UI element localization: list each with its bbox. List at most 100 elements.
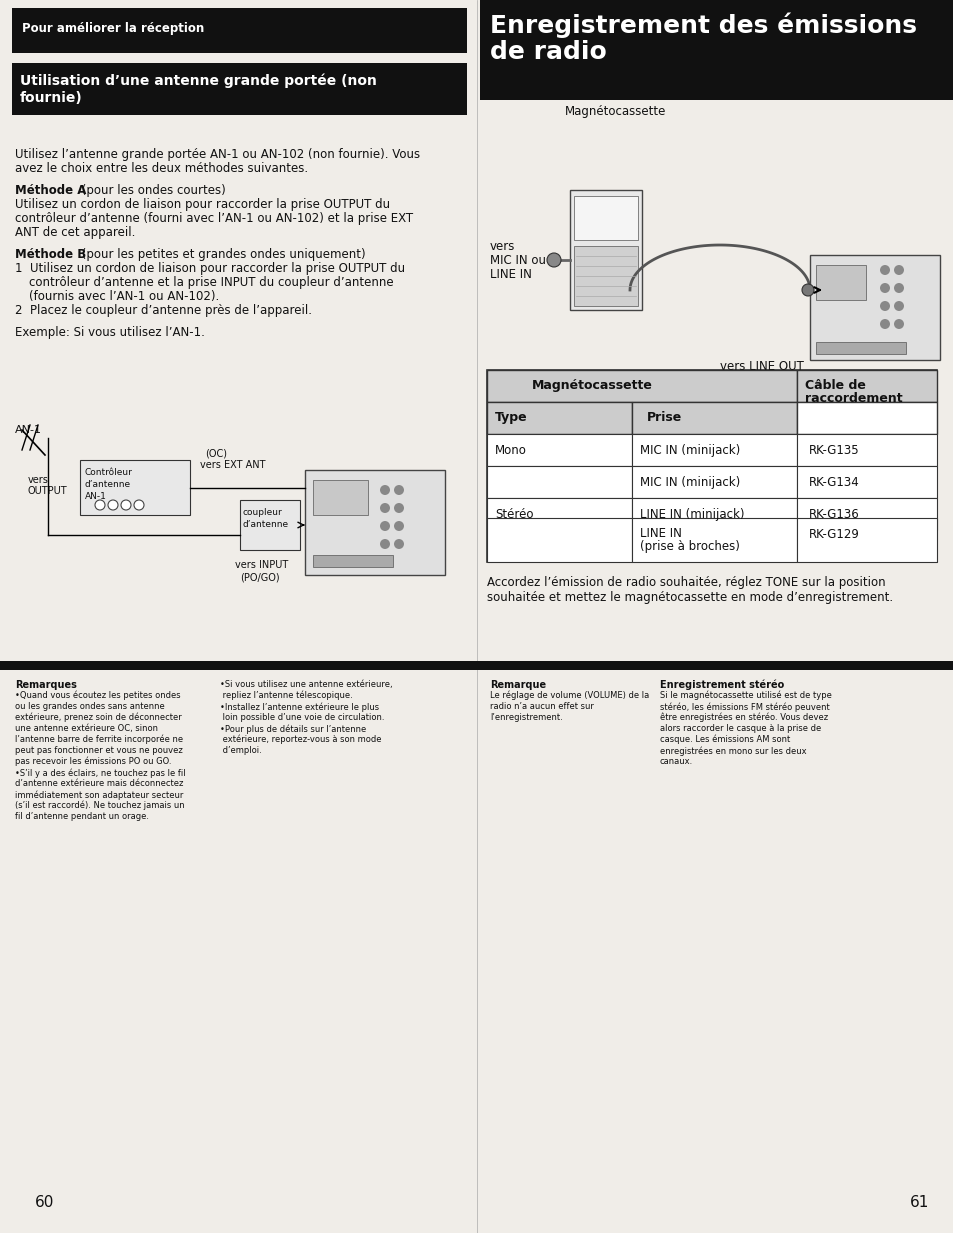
- Bar: [574, 247, 638, 306]
- Circle shape: [893, 265, 903, 275]
- Text: l’enregistrement.: l’enregistrement.: [490, 713, 562, 723]
- Text: MIC IN (minijack): MIC IN (minijack): [639, 476, 740, 490]
- Text: (pour les petites et grandes ondes uniquement): (pour les petites et grandes ondes uniqu…: [78, 248, 365, 261]
- Circle shape: [394, 503, 403, 513]
- Circle shape: [394, 522, 403, 531]
- Text: AN-1: AN-1: [15, 425, 42, 435]
- Text: Type: Type: [495, 411, 527, 424]
- Text: ANT de cet appareil.: ANT de cet appareil.: [15, 226, 135, 239]
- Text: pas recevoir les émissions PO ou GO.: pas recevoir les émissions PO ou GO.: [15, 757, 172, 767]
- Text: •Installez l’antenne extérieure le plus: •Installez l’antenne extérieure le plus: [220, 702, 378, 711]
- Text: peut pas fonctionner et vous ne pouvez: peut pas fonctionner et vous ne pouvez: [15, 746, 183, 755]
- Bar: [305, 470, 444, 575]
- Text: •Pour plus de détails sur l’antenne: •Pour plus de détails sur l’antenne: [220, 724, 366, 734]
- Bar: [12, 7, 467, 53]
- Text: vers: vers: [28, 475, 49, 485]
- Text: fournie): fournie): [20, 91, 83, 105]
- Circle shape: [379, 522, 390, 531]
- Text: repliez l’antenne télescopique.: repliez l’antenne télescopique.: [220, 690, 353, 700]
- Circle shape: [394, 539, 403, 549]
- Text: LINE IN (minijack): LINE IN (minijack): [639, 508, 743, 522]
- Bar: [313, 555, 393, 567]
- Text: Exemple: Si vous utilisez l’AN-1.: Exemple: Si vous utilisez l’AN-1.: [15, 326, 205, 339]
- Text: Enregistrement des émissions: Enregistrement des émissions: [490, 12, 916, 37]
- Bar: [796, 498, 936, 530]
- Text: coupleur: coupleur: [243, 508, 282, 517]
- Text: Enregistrement stéréo: Enregistrement stéréo: [659, 681, 783, 690]
- Bar: [486, 466, 631, 498]
- Text: d’antenne: d’antenne: [85, 480, 131, 490]
- Text: une antenne extérieure OC, sinon: une antenne extérieure OC, sinon: [15, 724, 158, 732]
- Text: Utilisez l’antenne grande portée AN-1 ou AN-102 (non fournie). Vous: Utilisez l’antenne grande portée AN-1 ou…: [15, 148, 419, 162]
- Text: vers EXT ANT: vers EXT ANT: [200, 460, 265, 470]
- Text: d’emploi.: d’emploi.: [220, 746, 261, 755]
- Text: Contrôleur: Contrôleur: [85, 469, 132, 477]
- Circle shape: [879, 265, 889, 275]
- Text: raccordement: raccordement: [804, 392, 902, 404]
- Bar: [815, 342, 905, 354]
- Text: immédiatement son adaptateur secteur: immédiatement son adaptateur secteur: [15, 790, 183, 799]
- Text: canaux.: canaux.: [659, 757, 693, 766]
- Circle shape: [108, 501, 118, 510]
- Circle shape: [95, 501, 105, 510]
- Text: Magnétocassette: Magnétocassette: [532, 379, 652, 392]
- Text: RK-G135: RK-G135: [808, 444, 859, 457]
- Text: RK-G136: RK-G136: [808, 508, 859, 522]
- Bar: [796, 518, 936, 562]
- Bar: [80, 460, 190, 515]
- Bar: [486, 370, 936, 562]
- Text: •Quand vous écoutez les petites ondes: •Quand vous écoutez les petites ondes: [15, 690, 180, 700]
- Bar: [796, 402, 936, 434]
- Bar: [486, 518, 631, 562]
- Bar: [796, 370, 936, 402]
- Text: de radio: de radio: [490, 39, 606, 64]
- Text: Pour améliorer la réception: Pour améliorer la réception: [22, 22, 204, 35]
- Text: extérieure, reportez-vous à son mode: extérieure, reportez-vous à son mode: [220, 735, 381, 745]
- Text: vers INPUT: vers INPUT: [234, 560, 288, 570]
- Text: Remarques: Remarques: [15, 681, 77, 690]
- Text: contrôleur d’antenne (fourni avec l’AN-1 ou AN-102) et la prise EXT: contrôleur d’antenne (fourni avec l’AN-1…: [15, 212, 413, 224]
- Text: (pour les ondes courtes): (pour les ondes courtes): [78, 184, 226, 197]
- Text: LINE IN: LINE IN: [639, 526, 681, 540]
- Text: 61: 61: [909, 1195, 928, 1210]
- Bar: [569, 190, 641, 309]
- Text: (OC): (OC): [205, 448, 227, 457]
- Text: (PO/GO): (PO/GO): [240, 572, 279, 582]
- Text: (fournis avec l’AN-1 ou AN-102).: (fournis avec l’AN-1 ou AN-102).: [29, 290, 219, 303]
- Text: RK-G134: RK-G134: [808, 476, 859, 490]
- Bar: [631, 402, 796, 434]
- Text: casque. Les émissions AM sont: casque. Les émissions AM sont: [659, 735, 789, 745]
- Text: 2  Placez le coupleur d’antenne près de l’appareil.: 2 Placez le coupleur d’antenne près de l…: [15, 305, 312, 317]
- Bar: [486, 498, 631, 530]
- Text: vers: vers: [490, 240, 515, 253]
- Text: radio n’a aucun effet sur: radio n’a aucun effet sur: [490, 702, 594, 711]
- Circle shape: [546, 253, 560, 268]
- Text: Si le magnétocassette utilisé est de type: Si le magnétocassette utilisé est de typ…: [659, 690, 831, 700]
- Text: 60: 60: [35, 1195, 54, 1210]
- Text: LINE IN: LINE IN: [490, 268, 532, 281]
- Circle shape: [893, 319, 903, 329]
- Bar: [486, 370, 796, 402]
- Text: •Si vous utilisez une antenne extérieure,: •Si vous utilisez une antenne extérieure…: [220, 681, 393, 689]
- Text: ou les grandes ondes sans antenne: ou les grandes ondes sans antenne: [15, 702, 165, 711]
- Text: Utilisation d’une antenne grande portée (non: Utilisation d’une antenne grande portée …: [20, 73, 376, 88]
- Text: l’antenne barre de ferrite incorporée ne: l’antenne barre de ferrite incorporée ne: [15, 735, 183, 745]
- Bar: [479, 0, 953, 100]
- Text: d’antenne: d’antenne: [243, 520, 289, 529]
- Text: (prise à broches): (prise à broches): [639, 540, 740, 552]
- Text: Stéréo: Stéréo: [495, 508, 533, 522]
- Text: être enregistrées en stéréo. Vous devez: être enregistrées en stéréo. Vous devez: [659, 713, 827, 723]
- Text: (s’il est raccordé). Ne touchez jamais un: (s’il est raccordé). Ne touchez jamais u…: [15, 801, 185, 810]
- Bar: [631, 498, 796, 530]
- Circle shape: [879, 301, 889, 311]
- Bar: [631, 466, 796, 498]
- Text: Accordez l’émission de radio souhaitée, réglez TONE sur la position: Accordez l’émission de radio souhaitée, …: [486, 576, 884, 589]
- Circle shape: [133, 501, 144, 510]
- Bar: [631, 434, 796, 466]
- Text: fil d’antenne pendant un orage.: fil d’antenne pendant un orage.: [15, 813, 149, 821]
- Circle shape: [893, 284, 903, 293]
- Text: MIC IN ou: MIC IN ou: [490, 254, 545, 268]
- Text: stéréo, les émissions FM stéréo peuvent: stéréo, les émissions FM stéréo peuvent: [659, 702, 829, 711]
- Text: AN-1: AN-1: [85, 492, 107, 501]
- Bar: [486, 434, 631, 466]
